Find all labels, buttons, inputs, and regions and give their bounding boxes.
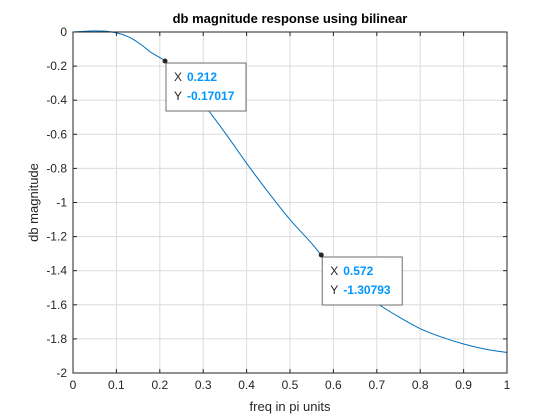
grid <box>72 31 508 374</box>
y-tick-label: -0.4 <box>46 93 67 107</box>
y-tick-label: -1.4 <box>46 264 67 278</box>
x-tick-label: 0.9 <box>455 378 472 392</box>
y-tick-label: -1.8 <box>46 332 67 346</box>
datatip-y-value: -1.30793 <box>343 283 391 297</box>
ticks: 0 0.1 0.2 0.3 0.4 0.5 0.6 0.7 0.8 0.9 1 0 -0.2 -0.4 -0… <box>46 25 510 392</box>
datatips: X 0.212 Y -0.17017 X 0.572 Y -1.30793 <box>162 58 403 306</box>
y-axis-label: db magnitude <box>26 163 41 242</box>
y-tick-label: -1 <box>56 196 67 210</box>
y-tick-label: 0 <box>60 25 67 39</box>
x-tick-label: 0.4 <box>238 378 255 392</box>
datatip-box <box>165 62 247 112</box>
datatip-marker <box>318 252 324 258</box>
x-tick-label: 0.2 <box>151 378 168 392</box>
datatip[interactable]: X 0.572 Y -1.30793 <box>318 252 403 306</box>
x-axis-label: freq in pi units <box>250 399 331 414</box>
datatip-y-key: Y <box>174 89 182 103</box>
datatip-x-value: 0.212 <box>187 70 217 84</box>
datatip-x-key: X <box>174 70 182 84</box>
x-tick-label: 0.6 <box>325 378 342 392</box>
datatip-box <box>321 256 403 306</box>
datatip-marker <box>162 58 168 64</box>
x-tick-label: 0.3 <box>195 378 212 392</box>
datatip-x-key: X <box>330 264 338 278</box>
datatip-y-value: -0.17017 <box>187 89 235 103</box>
x-tick-label: 0.8 <box>412 378 429 392</box>
y-tick-label: -1.6 <box>46 298 67 312</box>
y-tick-label: -1.2 <box>46 230 67 244</box>
chart-title: db magnitude response using bilinear <box>173 11 408 26</box>
datatip-x-value: 0.572 <box>343 264 373 278</box>
y-tick-label: -0.6 <box>46 127 67 141</box>
x-tick-label: 1 <box>504 378 511 392</box>
x-tick-label: 0.1 <box>108 378 125 392</box>
y-tick-label: -0.8 <box>46 161 67 175</box>
y-tick-label: -0.2 <box>46 59 67 73</box>
x-tick-label: 0 <box>70 378 77 392</box>
x-tick-label: 0.5 <box>282 378 299 392</box>
datatip-y-key: Y <box>330 283 338 297</box>
datatip[interactable]: X 0.212 Y -0.17017 <box>162 58 247 112</box>
y-tick-label: -2 <box>56 366 67 380</box>
x-tick-label: 0.7 <box>368 378 385 392</box>
